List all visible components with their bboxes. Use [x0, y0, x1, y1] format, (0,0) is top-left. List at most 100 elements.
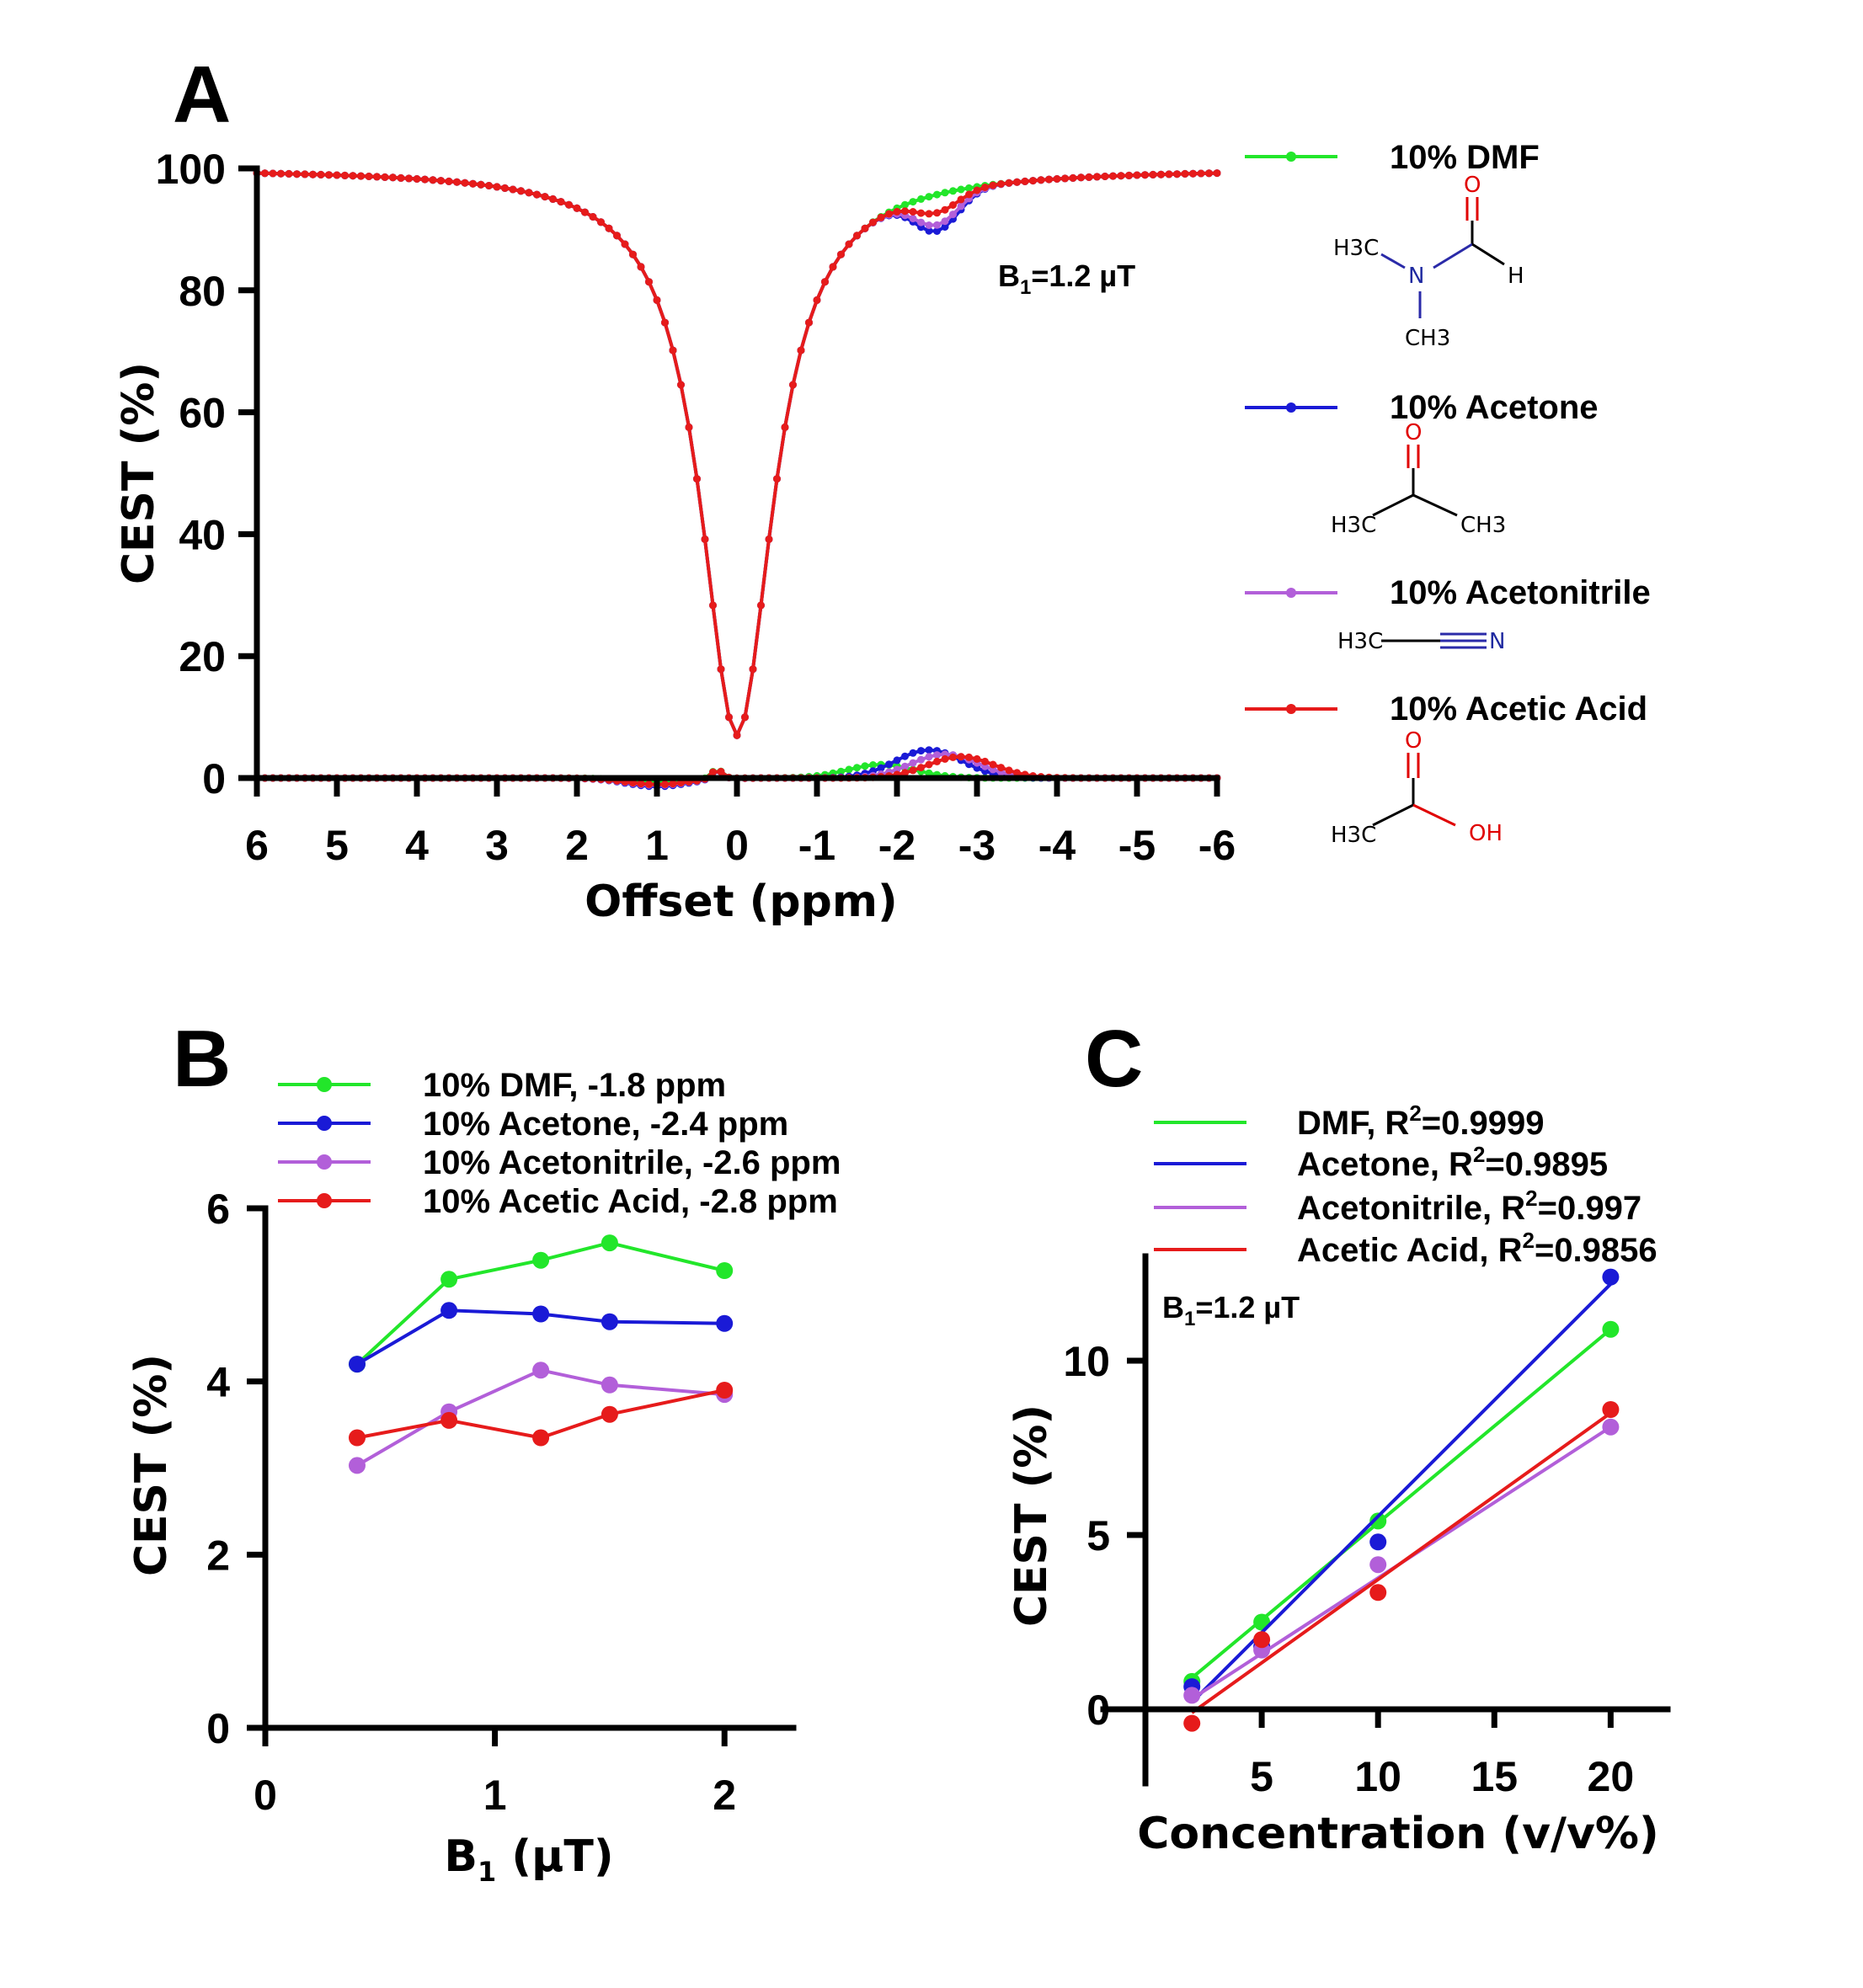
legend-a-label-acetonitrile: 10% Acetonitrile: [1390, 574, 1651, 611]
a-point-10-acetic-acid-47: [629, 250, 637, 258]
acetonitrile-atom-n: N: [1489, 629, 1505, 654]
dmf-structure: O H N H3C CH3: [1333, 173, 1524, 351]
a-x-tick-label-4: -4: [1038, 822, 1076, 869]
a-point-10-dmf-83: [917, 195, 925, 203]
a-point-10-acetic-acid-119: [1205, 169, 1213, 178]
a-point-10-acetic-acid-52: [669, 346, 677, 354]
acetic-structure: O H3C OH: [1331, 728, 1503, 848]
a-point-10-acetic-acid-mtr-92: [989, 760, 997, 769]
a-point-10-acetic-acid-93: [997, 180, 1005, 188]
b-point-10-acetone-2-4-ppm-1: [440, 1302, 458, 1319]
a-point-10-dmf-mtr-74: [845, 765, 853, 774]
a-point-10-acetic-acid-56: [701, 535, 709, 543]
a-x-tick-label-2: 2: [565, 822, 589, 869]
a-point-10-acetonitrile-84: [925, 221, 933, 229]
dmf-atom-h: H: [1508, 264, 1524, 289]
b-series-line-10-acetonitrile-2-6-ppm: [355, 1368, 725, 1468]
a-point-10-acetic-acid-111: [1141, 171, 1149, 179]
a-point-10-acetic-acid-109: [1125, 171, 1133, 179]
a-point-10-acetic-acid-66: [781, 423, 789, 431]
legend-a-marker-dmf: [1286, 152, 1296, 162]
a-point-10-acetic-acid-89: [965, 190, 973, 199]
a-x-tick-label-0: 0: [725, 822, 749, 869]
a-point-10-acetic-acid-mtr-88: [957, 753, 965, 761]
panel-b-legend: 10% DMF, -1.8 ppm 10% Acetone, -2.4 ppm …: [278, 1067, 841, 1220]
a-point-10-acetic-acid-mtr-58: [717, 767, 725, 775]
a-point-10-acetic-acid-79: [885, 210, 893, 218]
a-point-10-acetic-acid-54: [685, 423, 693, 431]
a-point-10-acetic-acid-82: [909, 208, 917, 216]
b-point-10-acetic-acid-2-8-ppm-3: [601, 1405, 618, 1423]
b-point-10-acetonitrile-2-6-ppm-3: [601, 1376, 618, 1394]
a-point-10-acetic-acid-23: [437, 177, 445, 185]
c-point-dmf-r-3: [1602, 1320, 1620, 1338]
panel-b-x-label: B1 (µT): [444, 1831, 613, 1888]
panel-c-y-label: CEST (%): [1006, 1404, 1057, 1627]
a-point-10-acetic-acid-mtr-85: [933, 757, 941, 765]
b-point-10-acetone-2-4-ppm-2: [532, 1305, 550, 1323]
a-point-10-acetic-acid-107: [1109, 172, 1117, 180]
legend-b-label-acetone: 10% Acetone, -2.4 ppm: [423, 1106, 788, 1143]
dmf-ch3: CH3: [1405, 326, 1450, 351]
b-point-10-dmf-1-8-ppm-2: [532, 1251, 550, 1269]
a-point-10-acetic-acid-11: [341, 171, 349, 179]
a-point-10-acetic-acid-77: [869, 218, 877, 227]
a-point-10-acetic-acid-101: [1061, 174, 1069, 183]
a-point-10-acetic-acid-117: [1189, 169, 1197, 178]
a-point-10-acetic-acid-15: [373, 173, 381, 181]
a-point-10-acetic-acid-16: [381, 173, 389, 181]
dmf-bond-ch: [1471, 243, 1505, 266]
a-point-10-acetic-acid-20: [413, 175, 421, 183]
a-point-10-acetonitrile-82: [909, 215, 917, 222]
legend-a-label-acetic: 10% Acetic Acid: [1390, 690, 1647, 728]
b-point-10-acetic-acid-2-8-ppm-0: [349, 1429, 366, 1447]
panel-c-legend: DMF, R2=0.9999 Acetone, R2=0.9895 Aceton…: [1154, 1101, 1657, 1269]
a-point-10-acetic-acid-mtr-48: [637, 780, 645, 788]
a-point-10-acetic-acid-87: [949, 201, 957, 209]
c-point-acetonitrile-r-3: [1602, 1418, 1620, 1436]
a-point-10-acetic-acid-13: [357, 172, 365, 180]
a-point-10-acetic-acid-97: [1029, 177, 1037, 185]
a-point-10-acetic-acid-37: [549, 195, 557, 203]
a-point-10-acetic-acid-65: [773, 475, 781, 483]
a-x-tick-label-5: -5: [1118, 822, 1156, 869]
a-point-10-acetic-acid-58: [717, 665, 725, 674]
a-point-10-dmf-87: [949, 187, 957, 195]
a-point-10-acetone-mtr-82: [909, 749, 917, 757]
a-point-10-acetic-acid-mtr-82: [909, 766, 917, 775]
a-point-10-acetonitrile-mtr-83: [917, 755, 925, 764]
a-point-10-acetic-acid-9: [325, 171, 333, 179]
a-point-10-dmf-mtr-77: [869, 761, 877, 769]
c-point-acetic-acid-r-0: [1183, 1714, 1201, 1732]
a-point-10-dmf-82: [909, 198, 917, 206]
a-point-10-acetonitrile-86: [941, 217, 949, 226]
a-point-10-acetic-acid-22: [429, 176, 437, 184]
legend-c-label-dmf: DMF, R2=0.9999: [1297, 1101, 1545, 1142]
dmf-h3c: H3C: [1333, 236, 1379, 261]
panel-a: A 6 5 4 3 2 1 0 -1 -2 -3 -4 -5 -6 0 20 40 60 80 100 Offset…: [114, 50, 1651, 927]
a-point-10-acetic-acid-68: [797, 346, 805, 354]
a-point-10-acetic-acid-34: [525, 189, 533, 197]
a-point-10-acetic-acid-10: [333, 171, 341, 179]
a-point-10-acetic-acid-63: [757, 601, 765, 610]
a-point-10-acetic-acid-99: [1045, 175, 1053, 184]
a-point-10-acetic-acid-17: [389, 173, 397, 182]
a-point-10-acetic-acid-25: [453, 178, 461, 186]
a-point-10-acetic-acid-73: [837, 250, 845, 258]
panel-c-x-label: Concentration (v/v%): [1137, 1809, 1659, 1859]
a-point-10-dmf-86: [941, 189, 949, 197]
panel-c-series: [1183, 1268, 1620, 1732]
a-point-10-acetic-acid-46: [621, 240, 629, 248]
b-y-tick-label-4: 4: [206, 1359, 230, 1406]
b-point-10-acetonitrile-2-6-ppm-0: [349, 1457, 366, 1474]
a-point-10-acetic-acid-mtr-87: [949, 753, 957, 761]
a-point-10-acetic-acid-113: [1157, 170, 1165, 179]
a-point-10-acetone-mtr-79: [885, 760, 893, 769]
c-point-acetic-acid-r-3: [1602, 1401, 1620, 1418]
a-x-tick-label-3: -3: [958, 822, 996, 869]
a-series-line-10-dmf: [256, 171, 1218, 740]
a-point-10-acetic-acid-120: [1213, 169, 1221, 178]
panel-b-ticks: 0 1 2 0 2 4 6: [206, 1186, 736, 1819]
a-point-10-acetic-acid-106: [1101, 173, 1109, 180]
